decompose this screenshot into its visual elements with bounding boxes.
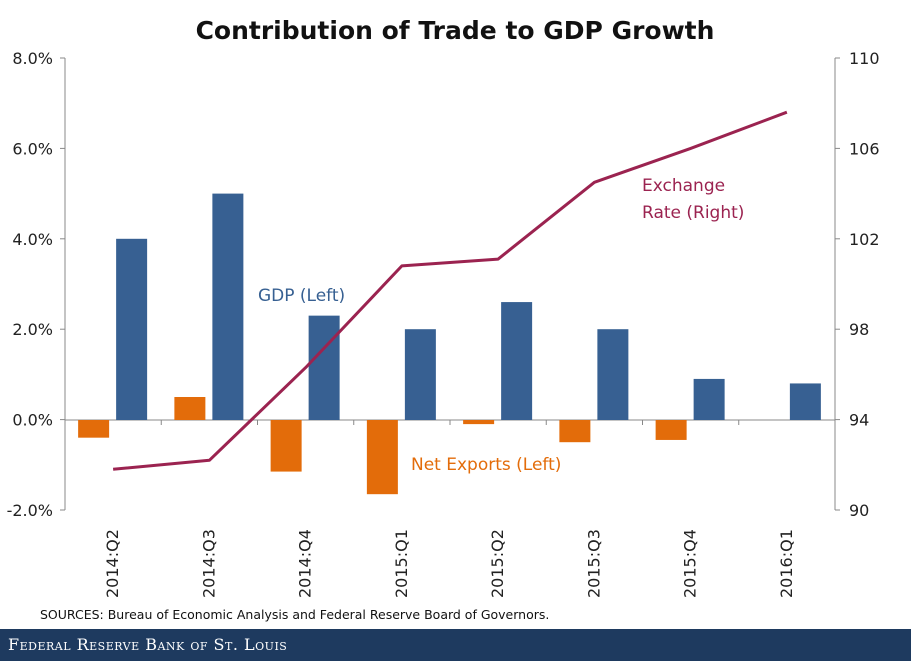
net-exports-bar [270,420,302,472]
category-label: 2014:Q4 [296,529,315,598]
net-exports-bar [174,397,206,420]
right-tick-label: 102 [849,230,880,249]
net-exports-bar [655,420,687,440]
gdp-bar [404,329,436,420]
right-tick-label: 106 [849,139,880,158]
category-label: 2015:Q3 [584,529,603,598]
exchange-rate-annotation-line1: Exchange [642,176,725,196]
gdp-bar [501,302,533,420]
category-label: 2015:Q4 [681,529,700,598]
net-exports-annotation: Net Exports (Left) [411,455,561,475]
gdp-bar [212,193,244,420]
gdp-bar [597,329,629,420]
right-tick-label: 110 [849,49,880,68]
footer-label: Federal Reserve Bank of St. Louis [8,635,288,654]
left-tick-label: 4.0% [12,230,53,249]
net-exports-bar [463,420,495,425]
net-exports-bar [366,420,398,495]
left-tick-label: 8.0% [12,49,53,68]
right-tick-label: 94 [849,411,869,430]
gdp-bar [789,383,821,420]
plot-area: 8.0% 6.0% 4.0% 2.0% 0.0% -2.0% 110 106 102 98 94 90… [7,49,880,598]
exchange-rate-line [112,110,788,471]
category-label: 2014:Q3 [199,529,218,598]
left-tick-label: -2.0% [7,501,53,520]
chart-canvas: Contribution of Trade to GDP Growth 8.0%… [7,16,880,622]
right-tick-label: 90 [849,501,869,520]
gdp-bar [116,238,148,420]
left-tick-label: 6.0% [12,139,53,158]
right-tick-label: 98 [849,320,869,339]
category-label: 2015:Q1 [392,529,411,598]
net-exports-bar [78,420,110,438]
chart-title: Contribution of Trade to GDP Growth [196,16,715,45]
gdp-bar [308,315,340,420]
category-label: 2015:Q2 [488,529,507,598]
footer-bar: Federal Reserve Bank of St. Louis [0,629,911,661]
source-note: SOURCES: Bureau of Economic Analysis and… [40,607,549,622]
gdp-annotation: GDP (Left) [258,286,345,306]
left-tick-label: 2.0% [12,320,53,339]
category-label: 2016:Q1 [777,529,796,598]
left-tick-label: 0.0% [12,411,53,430]
net-exports-bar [559,420,591,443]
gdp-bar [693,378,725,420]
category-label: 2014:Q2 [103,529,122,598]
exchange-rate-annotation-line2: Rate (Right) [642,203,744,223]
